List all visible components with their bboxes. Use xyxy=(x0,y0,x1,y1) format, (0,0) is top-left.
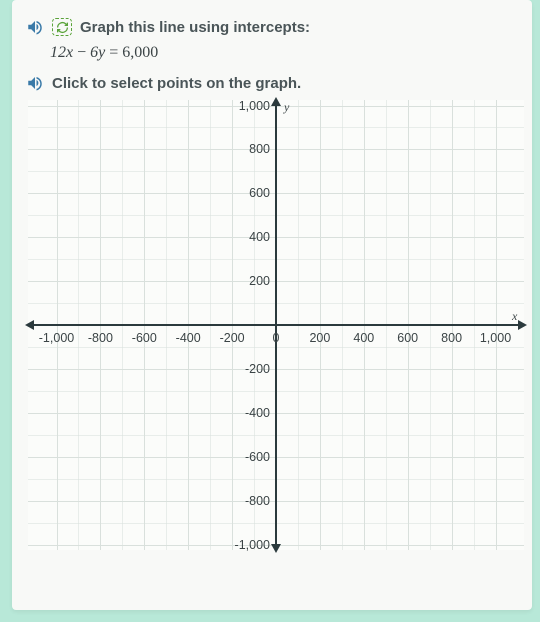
instruction-line-2: Click to select points on the graph. xyxy=(26,74,526,92)
y-tick-label: -200 xyxy=(245,362,270,376)
instruction-line-1: Graph this line using intercepts: xyxy=(26,18,526,36)
x-tick-label: -600 xyxy=(132,331,157,345)
speaker-icon[interactable] xyxy=(26,74,44,92)
x-tick-label: -400 xyxy=(176,331,201,345)
y-tick-label: 600 xyxy=(249,186,270,200)
speaker-icon[interactable] xyxy=(26,18,44,36)
x-tick-label: 1,000 xyxy=(480,331,511,345)
op-minus: − xyxy=(73,44,90,61)
equation: 12x − 6y = 6,000 xyxy=(50,44,526,62)
coef-a: 12 xyxy=(50,44,66,61)
y-tick-label: 200 xyxy=(249,274,270,288)
rhs: 6,000 xyxy=(122,44,158,61)
arrow-left xyxy=(25,320,34,330)
exercise-card: Graph this line using intercepts: 12x − … xyxy=(12,0,532,610)
x-axis-label: x xyxy=(512,309,517,324)
op-eq: = xyxy=(105,44,122,61)
coordinate-plane[interactable]: -1,000 -800 -600 -400 -200 0 200 400 600 800 1,000… xyxy=(28,100,524,550)
x-tick-label: 800 xyxy=(441,331,462,345)
y-tick-label: -800 xyxy=(245,494,270,508)
x-tick-label: -800 xyxy=(88,331,113,345)
y-tick-label: -1,000 xyxy=(235,538,270,552)
y-tick-label: -600 xyxy=(245,450,270,464)
x-tick-label: 400 xyxy=(353,331,374,345)
x-tick-label: 200 xyxy=(309,331,330,345)
arrow-right xyxy=(518,320,527,330)
instruction-text-1: Graph this line using intercepts: xyxy=(80,19,310,36)
coef-b: 6 xyxy=(90,44,98,61)
x-tick-label: 600 xyxy=(397,331,418,345)
refresh-icon[interactable] xyxy=(52,18,72,36)
x-tick-label: -1,000 xyxy=(39,331,74,345)
x-tick-label: 0 xyxy=(273,331,280,345)
y-tick-label: 800 xyxy=(249,142,270,156)
y-tick-label: -400 xyxy=(245,406,270,420)
y-axis-label: y xyxy=(284,100,289,115)
arrow-down xyxy=(271,544,281,553)
y-axis xyxy=(275,100,277,550)
instruction-text-2: Click to select points on the graph. xyxy=(52,75,301,92)
x-tick-label: -200 xyxy=(220,331,245,345)
y-tick-label: 400 xyxy=(249,230,270,244)
y-tick-label: 1,000 xyxy=(239,99,270,113)
arrow-up xyxy=(271,97,281,106)
